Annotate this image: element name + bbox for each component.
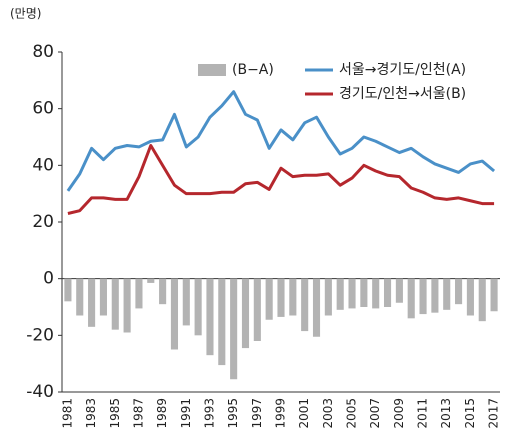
bar [289,278,297,316]
y-tick-label: -40 [26,382,54,402]
bar [360,278,368,307]
bar [159,278,167,305]
bar [206,278,214,356]
bar [455,278,463,305]
bar [265,278,273,320]
bar [253,278,261,341]
bar [443,278,451,310]
bar [241,278,250,349]
x-tick-label: 2013 [439,398,453,429]
bar [419,278,427,315]
x-tick-label: 2005 [345,398,359,429]
bar [383,278,392,307]
bar [277,278,285,317]
x-tick-label: 1987 [131,398,145,429]
bar [336,278,344,310]
x-tick-label: 1983 [84,398,98,429]
x-tick-label: 2009 [392,398,406,429]
bar [64,278,72,302]
y-tick-label: 60 [32,99,54,119]
x-tick-label: 2003 [321,398,335,429]
x-tick-label: 1999 [274,398,288,429]
bar [111,278,119,330]
bar [407,278,415,319]
y-tick-label: 80 [32,42,54,62]
bar [88,278,96,327]
bar [135,278,143,309]
bar [372,278,380,309]
x-tick-label: 1995 [226,398,240,429]
bar [218,278,226,366]
bar [466,278,474,316]
x-tick-label: 2007 [368,398,382,429]
legend-label: (B−A) [232,62,274,78]
x-tick-label: 1997 [250,398,264,429]
bar [230,278,238,380]
x-tick-label: 1981 [60,398,74,429]
bar [76,278,84,316]
bar [194,278,202,336]
bar [431,278,439,313]
bar [99,278,107,316]
x-tick-label: 1993 [202,398,216,429]
x-tick-label: 2015 [463,398,477,429]
bar [312,278,321,337]
y-tick-label: 40 [32,155,54,175]
bar [123,278,131,333]
bar [395,278,403,303]
x-tick-label: 2001 [297,398,311,429]
y-tick-label: 20 [32,212,54,232]
bar [147,278,155,283]
legend-label: 서울→경기도/인천(A) [339,62,466,78]
x-tick-label: 2011 [416,398,430,429]
x-tick-label: 1991 [179,398,193,429]
bar [490,278,498,312]
bar [324,278,332,316]
x-tick-label: 1985 [108,398,122,429]
y-tick-label: -20 [26,325,54,345]
x-tick-label: 1989 [155,398,169,429]
bar [478,278,486,322]
bar [182,278,190,326]
y-axis-unit: (만명) [10,7,41,21]
bar [301,278,309,332]
line [66,90,496,192]
bar [170,278,179,350]
x-tick-label: 2017 [487,398,501,429]
legend-swatch [198,64,226,76]
bar [348,278,356,309]
y-tick-label: 0 [43,269,54,289]
legend-label: 경기도/인천→서울(B) [339,86,466,102]
line [67,144,495,215]
